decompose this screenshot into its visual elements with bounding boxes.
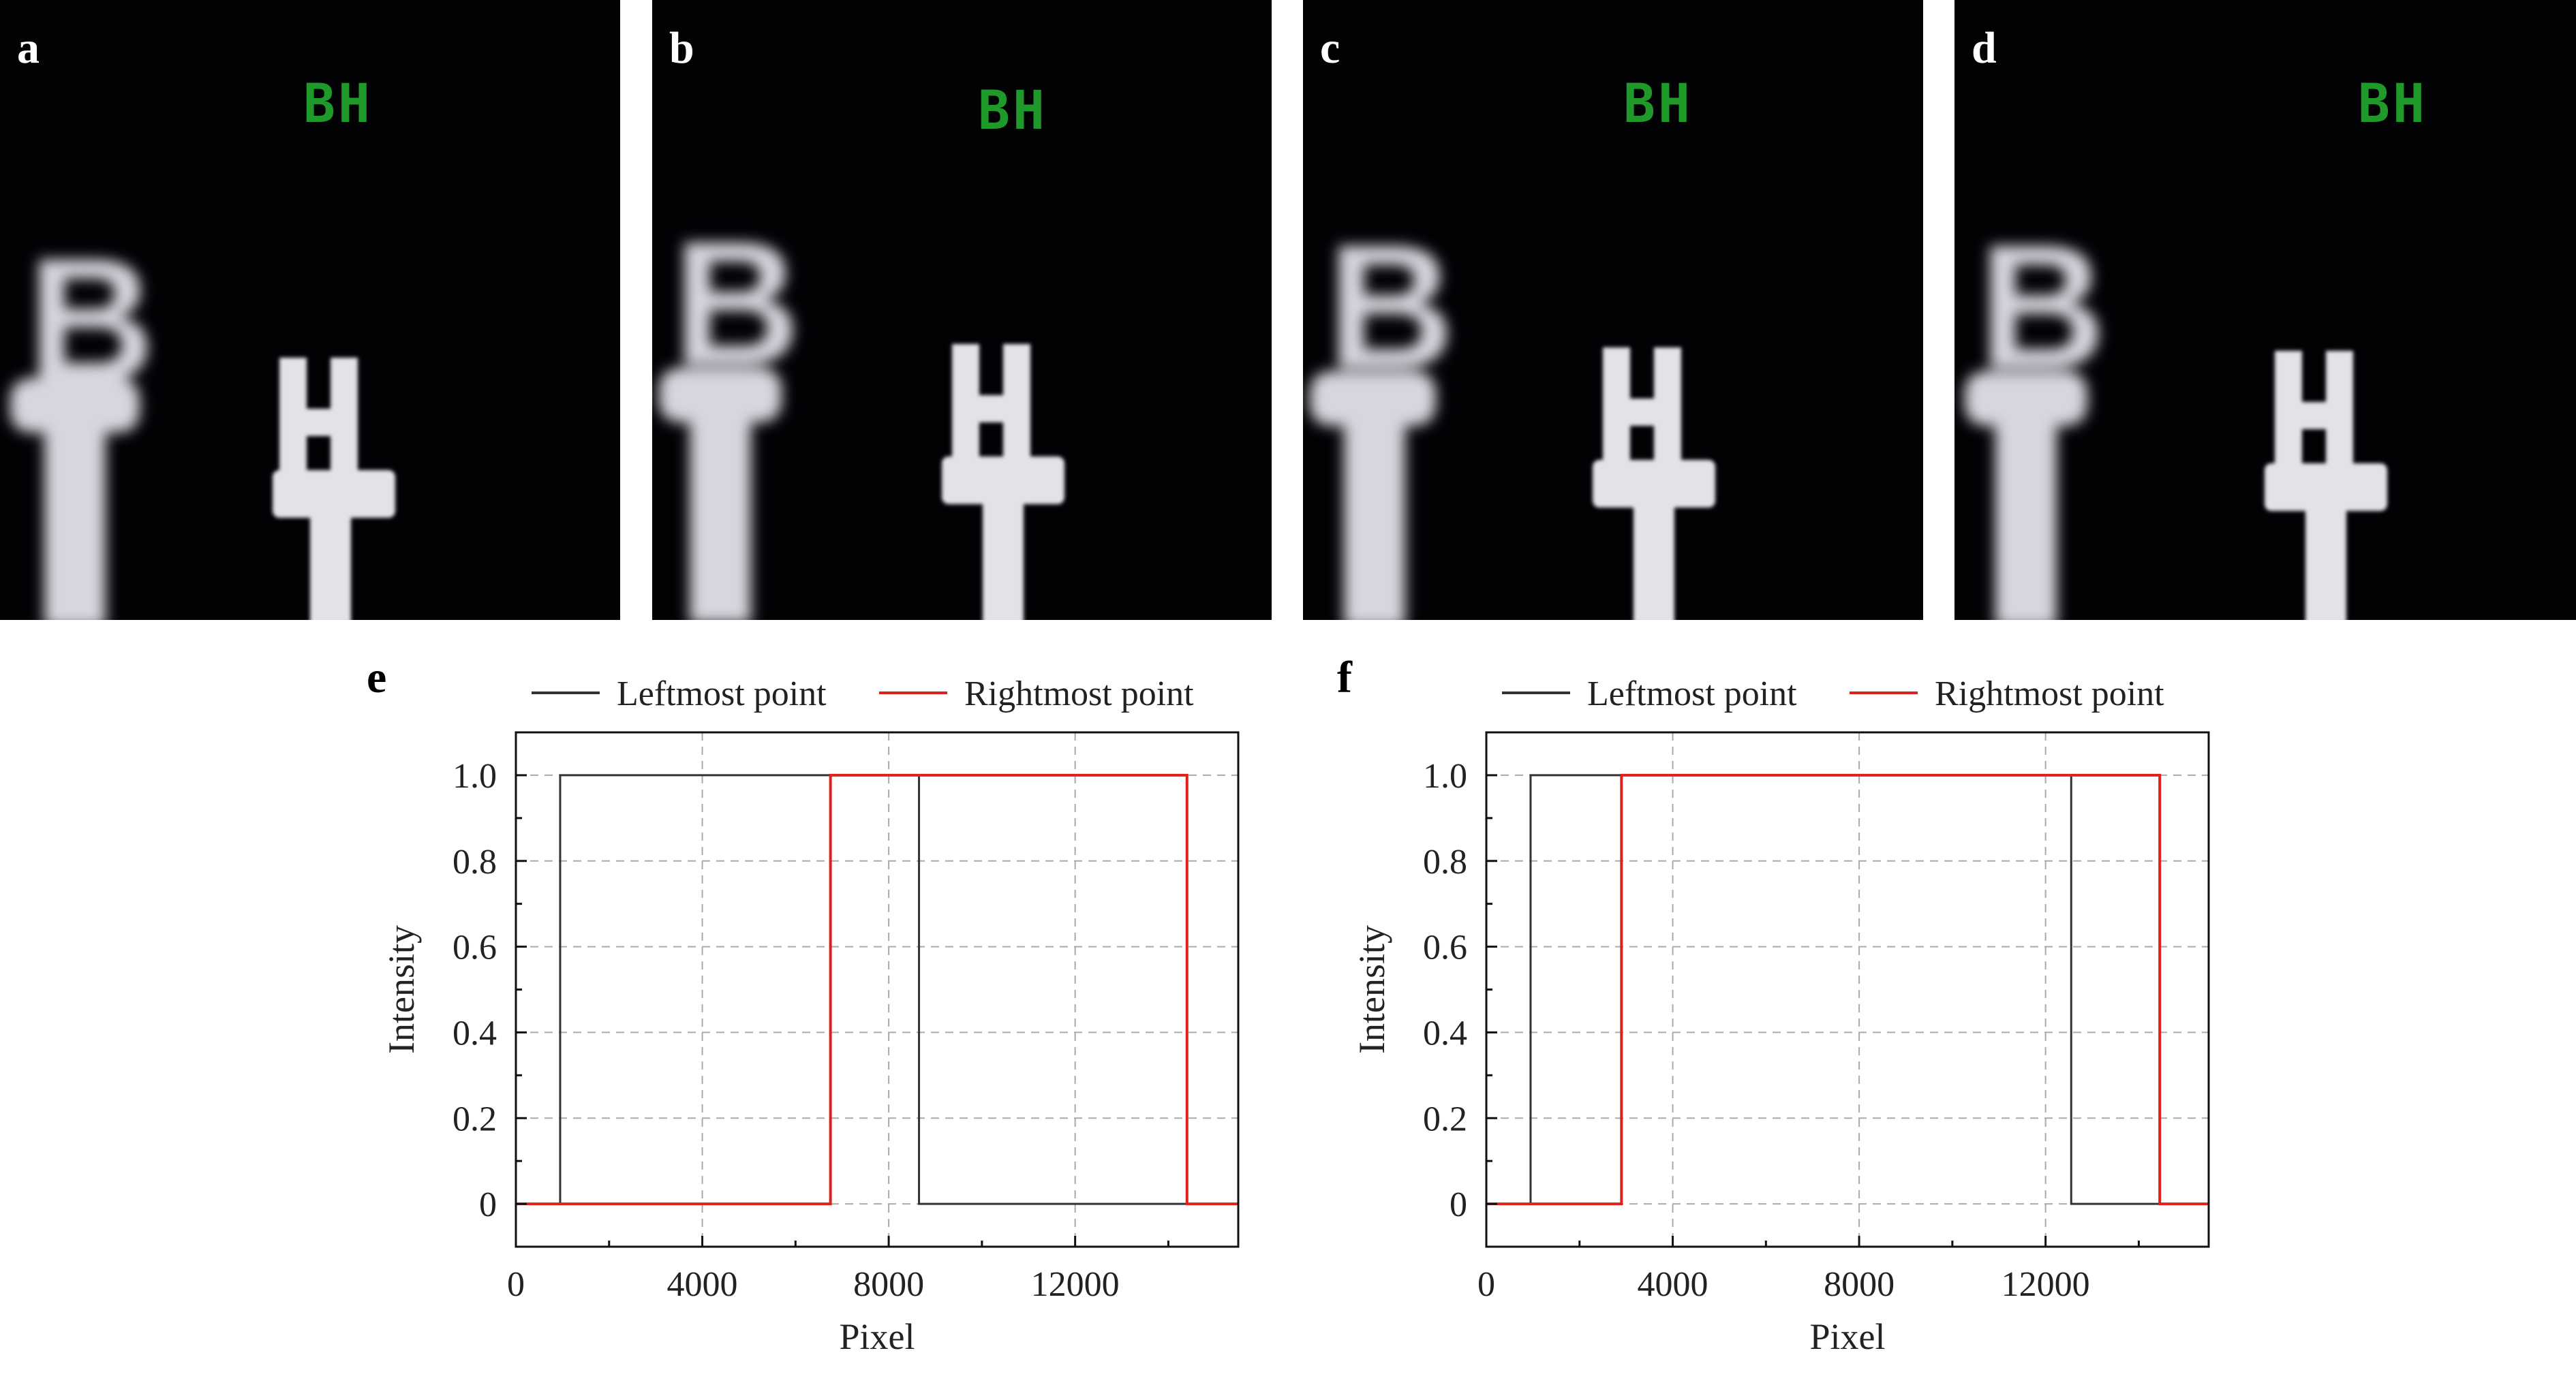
plot-frame xyxy=(1485,731,2210,1248)
y-tick-label: 0.4 xyxy=(1423,1014,1467,1053)
green-overlay-text: BH xyxy=(2358,74,2427,135)
x-tick-label: 12000 xyxy=(2002,1265,2090,1304)
chart-e-svg: 0 4000 8000 12000 0 0.2 0.4 0.6 0.8 1.0 Pixel Inten… xyxy=(381,674,1240,1357)
chart-e: 0 4000 8000 12000 0 0.2 0.4 0.6 0.8 1.0 Pixel Inten… xyxy=(354,647,1295,1397)
x-tick-label: 4000 xyxy=(667,1265,738,1304)
y-tick-label: 0.2 xyxy=(1423,1100,1467,1138)
photo-panel-b: B b BH xyxy=(652,0,1272,620)
legend-label: Leftmost point xyxy=(617,674,827,713)
y-axis-label: Intensity xyxy=(1351,925,1392,1054)
y-tick-label: 0.6 xyxy=(1423,929,1467,967)
panel-letter: a xyxy=(17,23,40,73)
x-tick-label: 8000 xyxy=(1824,1265,1895,1304)
scene-illustration: B xyxy=(1310,208,1715,620)
photo-panel-d: B d BH xyxy=(1954,0,2576,620)
panel-letter: b xyxy=(669,23,694,73)
chart-letter-f: f xyxy=(1337,653,1352,702)
y-axis-label: Intensity xyxy=(381,925,422,1054)
y-tick-label: 0.2 xyxy=(453,1100,497,1138)
y-tick-label: 0.8 xyxy=(453,843,497,882)
photo-panel-a: B a BH xyxy=(0,0,620,620)
scene-illustration: B xyxy=(1965,208,2387,620)
x-tick-label: 12000 xyxy=(1031,1265,1120,1304)
x-tick-label: 8000 xyxy=(853,1265,924,1304)
chart-letter-e: e xyxy=(367,653,387,702)
x-tick-label: 0 xyxy=(1477,1265,1495,1304)
legend-label: Rightmost point xyxy=(964,674,1194,713)
chart-f: 0 4000 8000 12000 0 0.2 0.4 0.6 0.8 1.0 Pixel Inten… xyxy=(1325,647,2265,1397)
x-axis-label: Pixel xyxy=(1809,1316,1885,1357)
y-tick-label: 0 xyxy=(1450,1185,1467,1224)
panel-letter: d xyxy=(1972,23,1997,73)
green-overlay-text: BH xyxy=(303,74,373,135)
y-tick-label: 1.0 xyxy=(1423,757,1467,796)
legend-label: Leftmost point xyxy=(1587,674,1797,713)
y-tick-label: 0.4 xyxy=(453,1014,497,1053)
series-line-rightmost xyxy=(1486,773,2209,1206)
series-line-leftmost xyxy=(1486,774,2209,1205)
y-tick-label: 1.0 xyxy=(453,757,497,796)
legend-label: Rightmost point xyxy=(1935,674,2164,713)
scene-illustration: B xyxy=(10,222,395,620)
series-line-leftmost xyxy=(516,774,1238,1205)
x-axis-label: Pixel xyxy=(839,1316,915,1357)
scene-illustration: B xyxy=(659,205,1064,620)
x-tick-label: 4000 xyxy=(1638,1265,1708,1304)
y-tick-label: 0.6 xyxy=(453,929,497,967)
green-overlay-text: BH xyxy=(1623,74,1693,135)
plot-frame xyxy=(515,731,1240,1248)
series-line-rightmost xyxy=(516,773,1238,1206)
y-tick-label: 0 xyxy=(479,1185,497,1224)
chart-f-svg: 0 4000 8000 12000 0 0.2 0.4 0.6 0.8 1.0 Pixel Inten… xyxy=(1351,674,2210,1357)
photo-panel-c: B c BH xyxy=(1303,0,1923,620)
y-tick-label: 0.8 xyxy=(1423,843,1467,882)
green-overlay-text: BH xyxy=(978,80,1047,142)
x-tick-label: 0 xyxy=(507,1265,525,1304)
panel-letter: c xyxy=(1320,23,1340,73)
